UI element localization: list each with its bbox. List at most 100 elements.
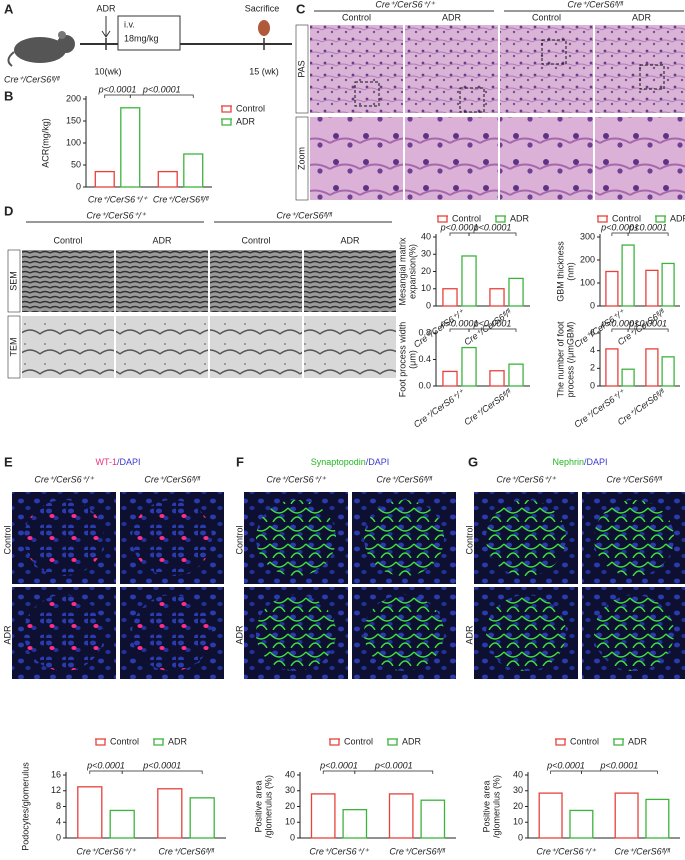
bar bbox=[621, 244, 635, 307]
p-value: p<0.0001 bbox=[440, 318, 479, 328]
bar bbox=[461, 255, 477, 307]
stain-name: /DAPI bbox=[117, 457, 141, 467]
y-axis-label: Foot process width bbox=[397, 322, 407, 398]
stain-name: WT-1 bbox=[95, 457, 117, 467]
y-axis-label: /glomerulus (%) bbox=[491, 775, 501, 838]
p-value: p<0.0001 bbox=[142, 84, 181, 94]
y-tick-label: 100 bbox=[580, 277, 595, 287]
y-axis-label: Positive area bbox=[253, 780, 263, 832]
micrograph bbox=[22, 316, 114, 378]
p-value: p<0.0001 bbox=[98, 84, 137, 94]
p-value: p<0.0001 bbox=[546, 760, 585, 770]
y-axis-label: /glomerulus (%) bbox=[263, 775, 273, 838]
y-tick-label: 40 bbox=[285, 769, 295, 779]
bar bbox=[614, 792, 639, 839]
significance-bracket bbox=[449, 328, 470, 332]
legend-swatch bbox=[221, 106, 232, 113]
column-header: ADR bbox=[632, 12, 652, 22]
bar bbox=[157, 170, 178, 188]
group-header: Cre⁺/CerS6⁺/⁺ bbox=[496, 474, 557, 484]
row-tab bbox=[7, 249, 21, 313]
legend-swatch bbox=[329, 739, 340, 746]
y-tick-label: 0 bbox=[290, 832, 295, 842]
y-tick-label: 0.4 bbox=[418, 354, 431, 364]
x-tick-label: Cre⁺/CerS6⁺/⁺ bbox=[88, 194, 149, 204]
micrograph bbox=[304, 250, 396, 312]
inset-box bbox=[459, 87, 485, 113]
mouse-head bbox=[57, 35, 75, 53]
y-axis-label: GBM thickness bbox=[555, 241, 565, 302]
glomerulus bbox=[594, 500, 674, 576]
bar bbox=[605, 348, 619, 387]
column-header: Control bbox=[53, 235, 82, 245]
row-label: ADR bbox=[464, 625, 474, 645]
bar bbox=[388, 793, 414, 839]
bar bbox=[189, 797, 215, 839]
micrograph bbox=[595, 117, 685, 200]
y-tick-label: 0.8 bbox=[418, 327, 431, 337]
significance-bracket bbox=[89, 770, 123, 774]
glomerulus bbox=[24, 595, 104, 671]
significance-bracket bbox=[468, 328, 517, 332]
bar bbox=[489, 370, 505, 387]
y-tick-label: 30 bbox=[513, 785, 523, 795]
bar bbox=[605, 270, 619, 307]
y-tick-label: 12 bbox=[51, 785, 61, 795]
row-label: Zoom bbox=[296, 147, 306, 170]
y-tick-label: 0 bbox=[426, 300, 431, 310]
legend-label: Control bbox=[110, 736, 139, 746]
glomerulus bbox=[486, 500, 566, 576]
x-tick-label: Cre⁺/CerS6⁺/⁺ bbox=[76, 846, 137, 856]
significance-bracket bbox=[550, 770, 582, 774]
panel-label: G bbox=[468, 454, 478, 469]
glomerulus bbox=[594, 595, 674, 671]
dose: 18mg/kg bbox=[124, 33, 159, 43]
bar bbox=[183, 153, 204, 188]
inset-box bbox=[541, 39, 567, 65]
y-tick-label: 0 bbox=[590, 300, 595, 310]
legend-swatch bbox=[555, 739, 566, 746]
p-value: p<0.0001 bbox=[600, 318, 639, 328]
significance-bracket bbox=[468, 232, 517, 236]
bar bbox=[569, 809, 594, 839]
x-tick-label: Cre⁺/CerS6ᶠˡ/ᶠˡ bbox=[462, 387, 514, 427]
p-value: p<0.0001 bbox=[440, 222, 479, 232]
y-tick-label: 6 bbox=[590, 327, 595, 337]
y-tick-label: 16 bbox=[51, 769, 61, 779]
y-tick-label: 0 bbox=[518, 832, 523, 842]
week: 10(wk) bbox=[94, 66, 121, 76]
y-tick-label: 50 bbox=[71, 159, 81, 169]
y-tick-label: 0 bbox=[56, 832, 61, 842]
stain-name: /DAPI bbox=[366, 457, 390, 467]
y-axis-label: Positive area bbox=[481, 780, 491, 832]
legend-label: Control bbox=[612, 213, 641, 223]
y-axis-label: Mesangial matrix bbox=[397, 237, 407, 306]
group-header: Cre⁺/CerS6ᶠˡ/ᶠˡ bbox=[606, 474, 662, 484]
bar bbox=[508, 363, 524, 387]
row-label: ADR bbox=[234, 625, 244, 645]
p-value: p<0.0001 bbox=[142, 760, 181, 770]
legend-label: Control bbox=[236, 103, 265, 113]
row-tab bbox=[295, 24, 309, 114]
y-tick-label: 300 bbox=[580, 231, 595, 241]
bar bbox=[120, 107, 141, 188]
y-axis-label: The number of foot bbox=[555, 321, 565, 398]
mouse-tail bbox=[7, 51, 15, 67]
legend-label: ADR bbox=[628, 736, 648, 746]
y-tick-label: 150 bbox=[66, 115, 81, 125]
column-header: Control bbox=[532, 12, 561, 22]
bar bbox=[442, 288, 458, 307]
legend-label: ADR bbox=[670, 213, 685, 223]
y-tick-label: 4 bbox=[590, 345, 595, 355]
arrow bbox=[101, 16, 111, 38]
bar bbox=[77, 786, 103, 839]
y-tick-label: 0 bbox=[76, 181, 81, 191]
y-axis-label: (μm) bbox=[407, 350, 417, 369]
stain-name: /DAPI bbox=[584, 457, 608, 467]
panel-label: A bbox=[4, 1, 14, 16]
row-label: Control bbox=[464, 525, 474, 554]
bar bbox=[342, 809, 368, 839]
y-tick-label: 20 bbox=[285, 801, 295, 811]
bar bbox=[645, 348, 659, 387]
micrograph bbox=[405, 25, 498, 113]
